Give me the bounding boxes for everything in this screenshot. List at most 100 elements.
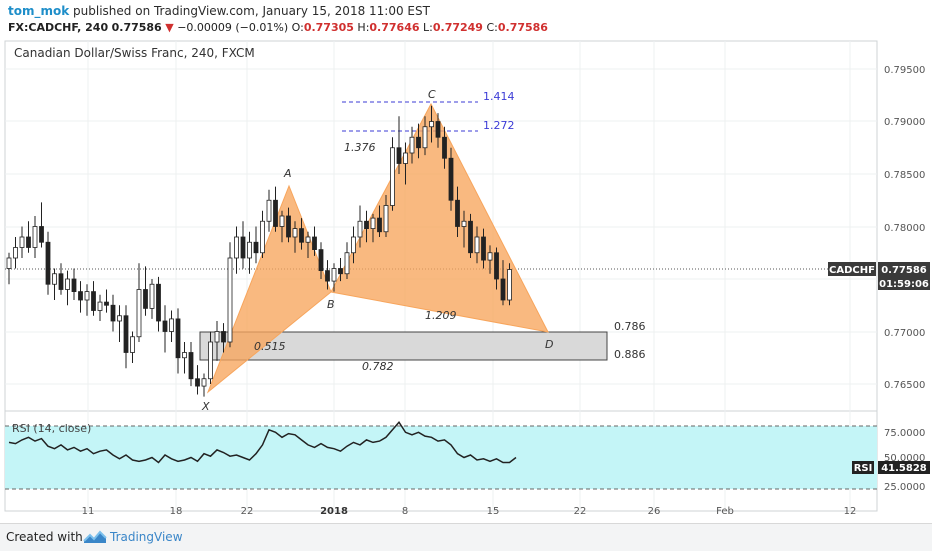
candle-body	[416, 136, 421, 149]
candle-body	[260, 220, 265, 254]
candle-body	[6, 257, 12, 269]
candle-body	[318, 249, 324, 272]
low-value: 0.77249	[432, 21, 483, 34]
rsi-name-badge-text: RSI	[854, 463, 873, 474]
candle-body	[182, 352, 187, 359]
candle-body	[403, 152, 408, 164]
author-line: tom_mok published on TradingView.com, Ja…	[8, 4, 430, 18]
price-tick: 0.79500	[884, 65, 925, 76]
candle-body	[13, 247, 18, 259]
rsi-band	[5, 426, 877, 489]
price-change: −0.00009 (−0.01%)	[177, 21, 289, 34]
tradingview-logo-icon[interactable]	[83, 528, 107, 546]
time-tick: 8	[402, 506, 408, 517]
candle-body	[32, 226, 38, 248]
candle-body	[396, 147, 402, 164]
candle-body	[253, 241, 259, 254]
pattern-bcd[interactable]	[330, 102, 549, 333]
low-label: L:	[423, 21, 433, 34]
candle-body	[240, 236, 246, 259]
candle-body	[227, 257, 233, 343]
extension-1272-label: 1.272	[483, 119, 515, 132]
ratio-ac-label: 1.376	[344, 141, 376, 154]
time-axis: 11 18 22 2018 8 15 22 26 Feb 12	[82, 506, 857, 517]
price-tick: 0.77000	[884, 328, 925, 339]
candle-body	[468, 220, 473, 254]
time-tick: 26	[648, 506, 661, 517]
rsi-value-badge	[878, 461, 930, 474]
candle-body	[487, 252, 493, 261]
candle-body	[286, 215, 291, 238]
symbol-name: FX:CADCHF, 240	[8, 21, 109, 34]
close-value: 0.77586	[497, 21, 548, 34]
candle-body	[292, 228, 298, 238]
candle-body	[162, 320, 168, 332]
candle-body	[104, 301, 109, 306]
created-with-text: Created with	[6, 530, 83, 544]
rsi-axis: 75.0000 50.0000 25.0000	[884, 428, 925, 493]
symbol-line: FX:CADCHF, 240 0.77586 ▼ −0.00009 (−0.01…	[8, 21, 548, 34]
candle-body	[97, 301, 103, 311]
point-b-label: B	[327, 298, 335, 311]
zone-upper-label: 0.786	[614, 320, 646, 333]
candle-body	[494, 252, 499, 280]
candle-body	[481, 236, 486, 261]
candle-body	[136, 289, 142, 338]
time-tick: 22	[574, 506, 587, 517]
time-tick: 22	[241, 506, 254, 517]
candle-body	[214, 331, 220, 343]
tradingview-link[interactable]: TradingView	[110, 530, 183, 544]
candle-body	[338, 268, 343, 275]
candle-body	[175, 318, 181, 359]
candle-body	[188, 352, 194, 380]
candle-body	[130, 336, 135, 353]
candle-body	[390, 147, 395, 206]
candle-body	[71, 278, 77, 292]
ratio-xd-label: 0.782	[362, 360, 394, 373]
candle-body	[39, 226, 44, 243]
high-value: 0.77646	[369, 21, 420, 34]
candle-body	[156, 283, 161, 322]
price-badge-value: 0.77586	[881, 265, 927, 276]
point-c-label: C	[428, 88, 436, 101]
footer-bar: Created with TradingView	[0, 523, 932, 551]
author-link[interactable]: tom_mok	[8, 4, 70, 18]
candle-body	[429, 121, 434, 128]
candle-body	[507, 269, 512, 301]
candle-body	[195, 378, 200, 387]
candle-body	[435, 121, 441, 138]
high-label: H:	[357, 21, 370, 34]
candle-body	[65, 278, 70, 290]
rsi-tick: 25.0000	[884, 482, 925, 493]
candle-body	[84, 291, 90, 301]
close-label: C:	[486, 21, 498, 34]
candle-body	[123, 315, 129, 353]
candle-body	[370, 217, 376, 230]
point-d-label: D	[545, 338, 553, 351]
rsi-label: RSI (14, close)	[12, 422, 91, 435]
candle-body	[110, 304, 116, 322]
price-chart[interactable]: Canadian Dollar/Swiss Franc, 240, FXCM 0…	[0, 40, 932, 523]
open-label: O:	[291, 21, 304, 34]
rsi-name-badge	[852, 461, 874, 474]
candle-body	[58, 273, 64, 290]
chart-title: Canadian Dollar/Swiss Franc, 240, FXCM	[14, 46, 255, 60]
candle-body	[409, 136, 415, 154]
candle-body	[91, 291, 96, 311]
point-x-label: X	[201, 400, 210, 413]
time-tick: Feb	[716, 506, 734, 517]
candle-body	[305, 236, 311, 243]
candle-body	[455, 199, 460, 227]
candle-body	[279, 215, 285, 227]
candle-body	[149, 283, 155, 309]
price-tick: 0.78000	[884, 223, 925, 234]
candle-body	[117, 315, 122, 322]
time-tick: 18	[170, 506, 183, 517]
point-a-label: A	[283, 167, 292, 180]
candlesticks	[6, 105, 512, 397]
open-value: 0.77305	[303, 21, 354, 34]
candle-body	[377, 217, 382, 233]
candle-body	[26, 236, 31, 248]
last-price: 0.77586	[111, 21, 162, 34]
rsi-tick: 50.0000	[884, 453, 925, 464]
